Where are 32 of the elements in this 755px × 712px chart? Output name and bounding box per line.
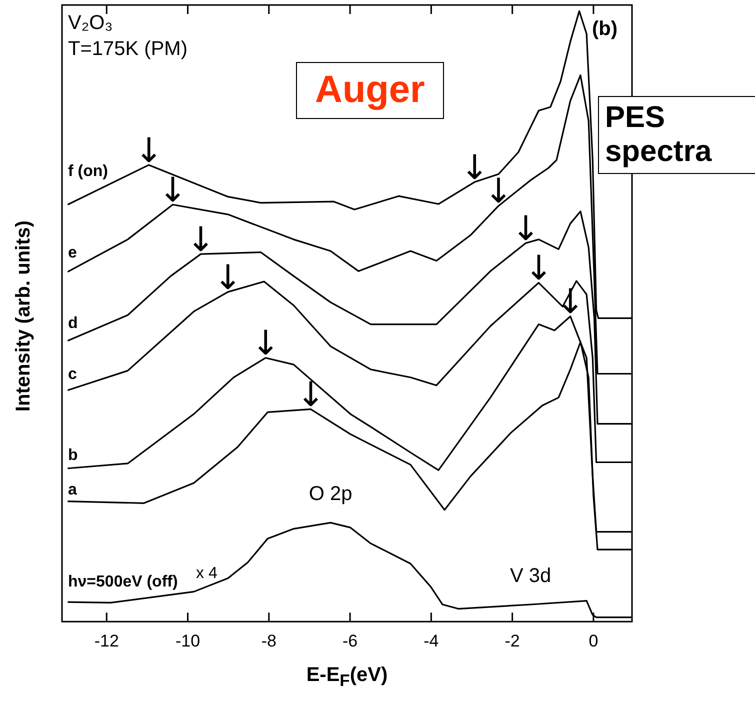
x-tick-label: -8 bbox=[261, 631, 276, 650]
series-label: e bbox=[68, 244, 77, 262]
x-tick-label: -2 bbox=[504, 631, 520, 650]
annotation: ↓ bbox=[511, 208, 540, 249]
series-label: b bbox=[68, 447, 78, 464]
x-tick-label: -10 bbox=[175, 631, 200, 650]
series-label: d bbox=[68, 314, 78, 332]
series-label: c bbox=[68, 366, 77, 383]
annotation: ↓ bbox=[158, 170, 188, 210]
annotation: x 4 bbox=[196, 565, 218, 583]
x-tick-label: -12 bbox=[94, 631, 119, 650]
x-axis-title: E-E$_{F}$(eV) bbox=[305, 664, 389, 691]
annotation: PES spectra bbox=[598, 96, 755, 174]
annotation: O 2p bbox=[308, 483, 352, 506]
annotation: ↓ bbox=[186, 220, 215, 260]
series-label: hν=500eV (off) bbox=[68, 573, 178, 590]
series-label: a bbox=[68, 481, 77, 498]
annotation: ↓ bbox=[296, 374, 325, 415]
series-label: f (on) bbox=[68, 162, 108, 180]
annotation: (b) bbox=[592, 18, 618, 41]
x-tick-label: -4 bbox=[424, 631, 439, 650]
y-axis-title: Intensity (arb. units) bbox=[12, 220, 36, 412]
annotation: ↓ bbox=[524, 248, 553, 289]
annotation: ↓ bbox=[214, 258, 242, 298]
annotation: ↓ bbox=[251, 324, 280, 364]
annotation: V 3d bbox=[510, 565, 552, 588]
annotation: Auger bbox=[296, 62, 444, 119]
x-tick-label: -6 bbox=[342, 631, 358, 650]
annotation: V₂O₃ bbox=[68, 12, 113, 35]
annotation: ↓ bbox=[134, 130, 164, 171]
annotation: T=175K (PM) bbox=[68, 38, 188, 61]
x-tick-label: 0 bbox=[588, 631, 598, 650]
